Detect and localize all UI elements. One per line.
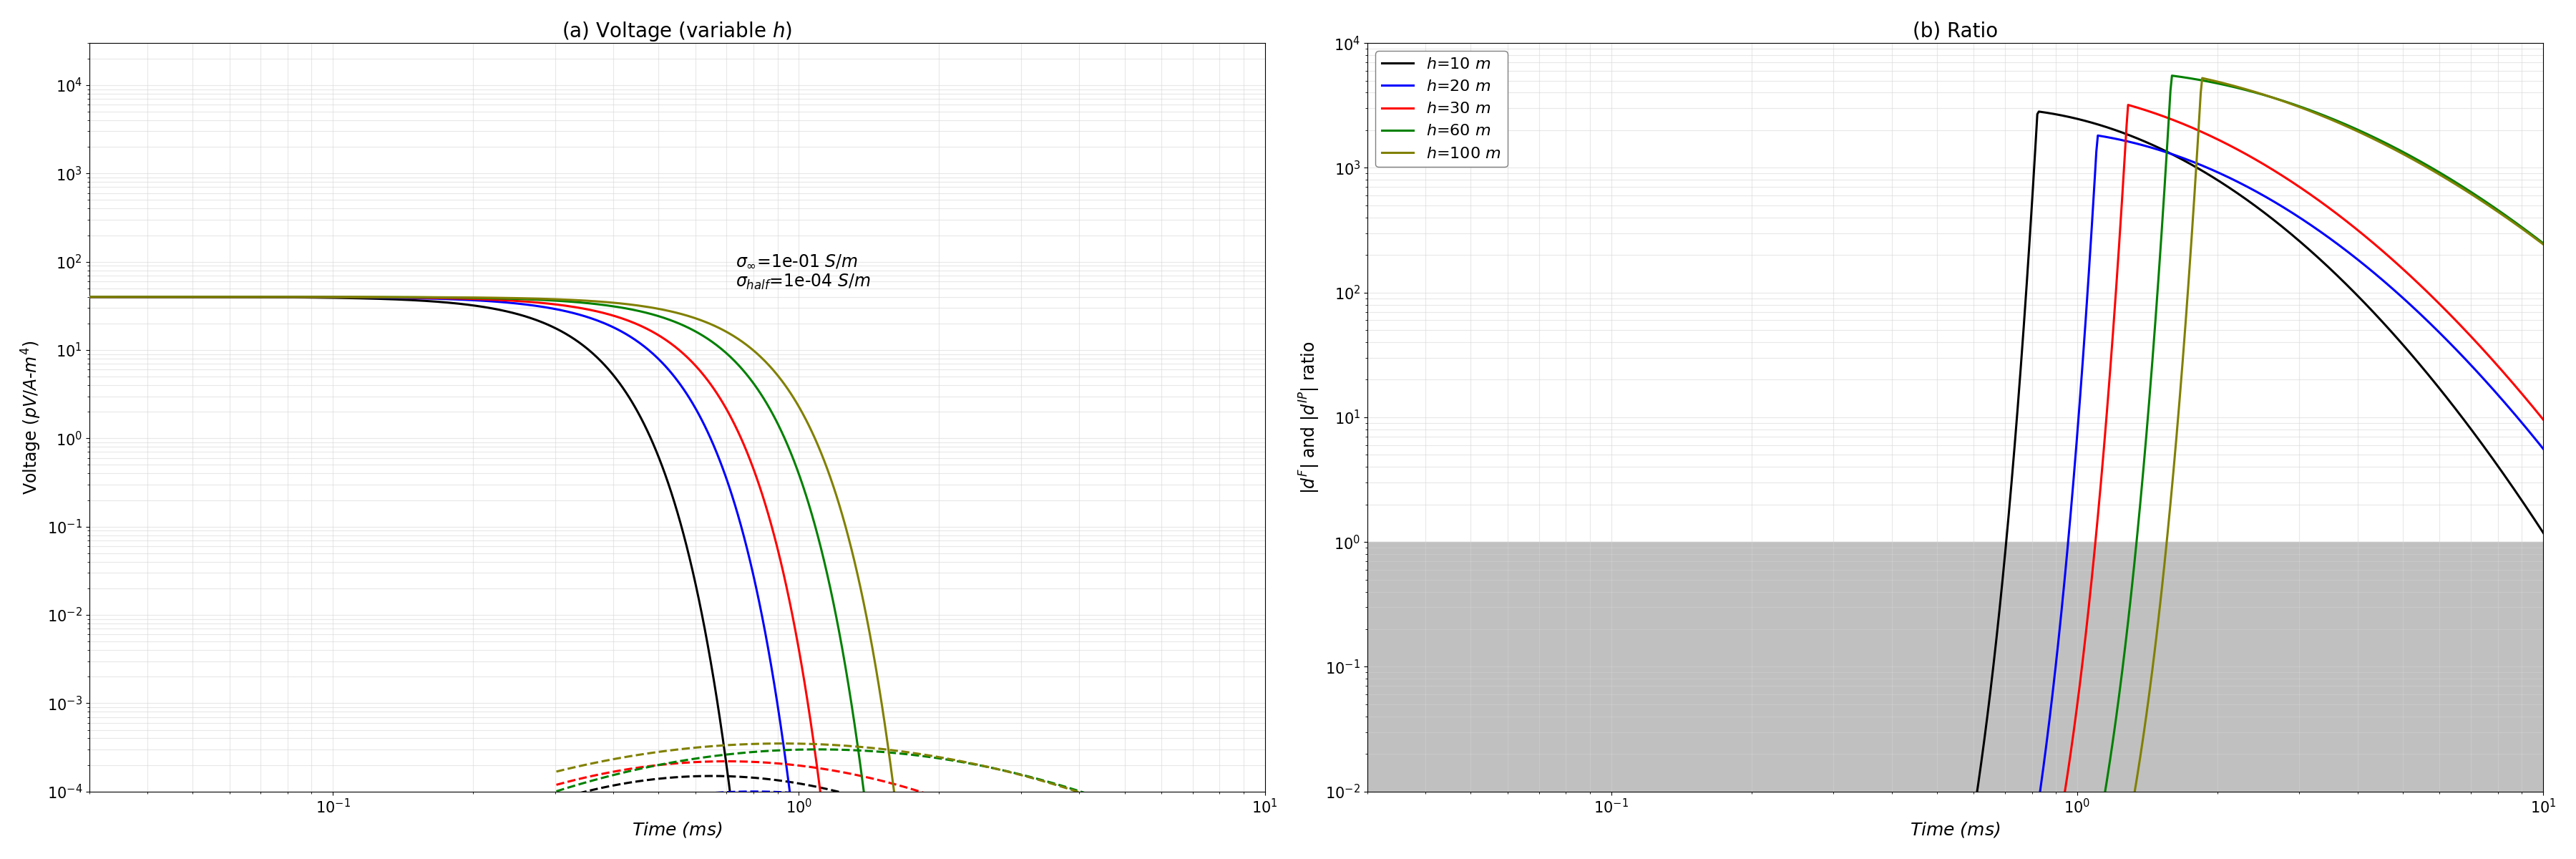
Title: (b) Ratio: (b) Ratio (1911, 21, 1999, 41)
X-axis label: Time ($ms$): Time ($ms$) (1909, 820, 2002, 839)
Title: (a) Voltage (variable $h$): (a) Voltage (variable $h$) (562, 20, 793, 43)
Y-axis label: Voltage ($pV/A$-$m^4$): Voltage ($pV/A$-$m^4$) (21, 340, 44, 495)
X-axis label: Time ($ms$): Time ($ms$) (631, 820, 721, 839)
Bar (1368, 542, 2543, 791)
Legend: $h$=10 $m$, $h$=20 $m$, $h$=30 $m$, $h$=60 $m$, $h$=100 $m$: $h$=10 $m$, $h$=20 $m$, $h$=30 $m$, $h$=… (1376, 51, 1507, 168)
Text: $\sigma_{\infty}$=1e-01 $S/m$
$\sigma_{half}$=1e-04 $S/m$: $\sigma_{\infty}$=1e-01 $S/m$ $\sigma_{h… (737, 253, 871, 291)
Y-axis label: $|d^F|$ and $|d^{IP}|$ ratio: $|d^F|$ and $|d^{IP}|$ ratio (1298, 341, 1321, 494)
